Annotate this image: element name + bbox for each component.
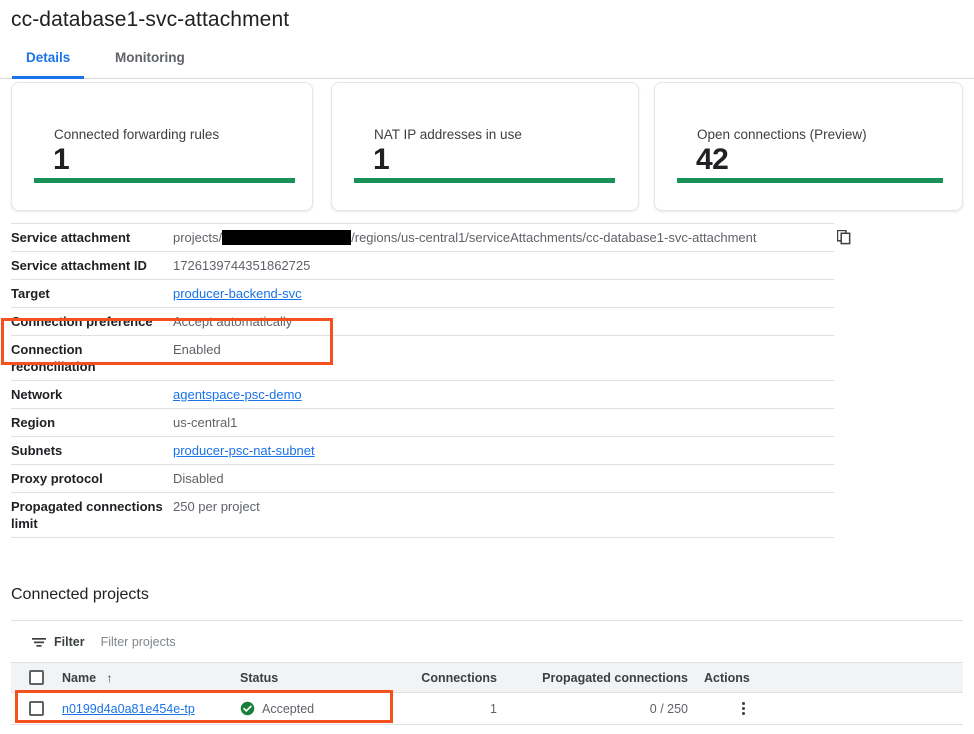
detail-key: Service attachment: [11, 230, 131, 245]
detail-key: Propagated connections limit: [11, 499, 163, 531]
metric-card-bar: [677, 178, 943, 183]
sort-ascending-icon[interactable]: ↑: [106, 670, 113, 685]
metric-card-label: NAT IP addresses in use: [374, 127, 522, 142]
metric-card-value: 1: [53, 143, 70, 176]
detail-key: Region: [11, 415, 56, 430]
detail-row-subnets: Subnets producer-psc-nat-subnet: [11, 437, 834, 465]
cell-status: Accepted: [240, 701, 382, 716]
cell-connections: 1: [490, 701, 497, 716]
detail-row-connection-reconciliation: Connection reconciliation Enabled: [11, 336, 834, 381]
filter-input-placeholder[interactable]: Filter projects: [100, 634, 176, 649]
detail-key: Service attachment ID: [11, 258, 147, 273]
details-table: Service attachment projects/ /regions/us-…: [11, 223, 851, 538]
tab-monitoring[interactable]: Monitoring: [115, 48, 185, 79]
table-row[interactable]: n0199d4a0a81e454e-tp Accepted 1 0 / 250: [11, 693, 963, 725]
detail-value-suffix: /regions/us-central1/serviceAttachments/…: [351, 230, 757, 245]
detail-value: us-central1: [173, 415, 238, 430]
project-name-link[interactable]: n0199d4a0a81e454e-tp: [62, 701, 195, 716]
connected-projects-title: Connected projects: [11, 586, 149, 603]
detail-value: agentspace-psc-demo: [173, 386, 834, 403]
cell-name: n0199d4a0a81e454e-tp: [62, 702, 240, 716]
detail-value: 1726139744351862725: [173, 258, 311, 273]
more-vert-icon[interactable]: [734, 700, 752, 718]
redacted-project-id: [222, 230, 352, 245]
detail-value: Enabled: [173, 342, 221, 357]
filter-bar: Filter Filter projects: [11, 620, 963, 662]
select-all-checkbox[interactable]: [29, 670, 44, 685]
detail-key: Target: [11, 286, 50, 301]
detail-key: Connection preference: [11, 314, 153, 329]
detail-key: Connection reconciliation: [11, 342, 96, 374]
page-title: cc-database1-svc-attachment: [11, 8, 290, 31]
metric-card-value: 1: [373, 143, 390, 176]
detail-value: projects/ /regions/us-central1/serviceAtt…: [173, 229, 851, 246]
column-header-name[interactable]: Name ↑: [62, 671, 240, 685]
detail-value: Disabled: [173, 471, 224, 486]
row-checkbox[interactable]: [29, 701, 44, 716]
tab-details-label: Details: [26, 50, 71, 65]
detail-row-proxy-protocol: Proxy protocol Disabled: [11, 465, 834, 493]
copy-icon[interactable]: [836, 229, 852, 245]
detail-key: Subnets: [11, 443, 63, 458]
metric-card-bar: [34, 178, 295, 183]
tab-bar: Details Monitoring: [0, 48, 974, 79]
tab-details[interactable]: Details: [11, 48, 85, 79]
detail-row-propagated-connections-limit: Propagated connections limit 250 per pro…: [11, 493, 834, 538]
status-badge: Accepted: [240, 701, 382, 716]
table-header-row: Name ↑ Status Connections Propagated con…: [11, 662, 963, 693]
detail-value: producer-psc-nat-subnet: [173, 442, 834, 459]
detail-value: 250 per project: [173, 499, 260, 514]
check-circle-icon: [240, 701, 255, 716]
column-header-actions: Actions: [704, 670, 750, 685]
tab-monitoring-label: Monitoring: [115, 50, 185, 65]
metric-card-label: Open connections (Preview): [697, 127, 867, 142]
metric-card-nat-ip-addresses-in-use: NAT IP addresses in use 1: [331, 82, 639, 211]
column-header-name-label: Name: [62, 670, 97, 685]
row-select-cell: [11, 701, 62, 716]
target-link[interactable]: producer-backend-svc: [173, 286, 302, 301]
subnets-link[interactable]: producer-psc-nat-subnet: [173, 443, 315, 458]
detail-value: Accept automatically: [173, 314, 293, 329]
detail-row-connection-preference: Connection preference Accept automatical…: [11, 308, 834, 336]
metric-card-bar: [354, 178, 615, 183]
metric-card-open-connections: Open connections (Preview) 42: [654, 82, 963, 211]
detail-row-target: Target producer-backend-svc: [11, 280, 834, 308]
cell-actions: [704, 700, 804, 718]
detail-row-network: Network agentspace-psc-demo: [11, 381, 834, 409]
column-header-propagated-connections[interactable]: Propagated connections: [542, 670, 688, 685]
metric-card-label: Connected forwarding rules: [54, 127, 220, 142]
connected-projects-table: Name ↑ Status Connections Propagated con…: [11, 662, 963, 725]
detail-key: Proxy protocol: [11, 471, 103, 486]
detail-row-region: Region us-central1: [11, 409, 834, 437]
cell-propagated-connections: 0 / 250: [649, 701, 688, 716]
detail-value: producer-backend-svc: [173, 285, 834, 302]
detail-row-service-attachment: Service attachment projects/ /regions/us-…: [11, 223, 851, 252]
detail-row-service-attachment-id: Service attachment ID 172613974435186272…: [11, 252, 834, 280]
column-header-status[interactable]: Status: [240, 670, 279, 685]
column-header-connections[interactable]: Connections: [421, 670, 497, 685]
detail-value-prefix: projects/: [173, 230, 223, 245]
filter-button-label[interactable]: Filter: [54, 634, 85, 649]
select-all-cell: [11, 670, 62, 685]
metric-cards: Connected forwarding rules 1 NAT IP addr…: [11, 82, 963, 212]
detail-key: Network: [11, 387, 63, 402]
network-link[interactable]: agentspace-psc-demo: [173, 387, 302, 402]
metric-card-value: 42: [696, 143, 729, 176]
status-label: Accepted: [262, 701, 315, 716]
filter-icon[interactable]: [31, 634, 47, 650]
metric-card-connected-forwarding-rules: Connected forwarding rules 1: [11, 82, 313, 211]
